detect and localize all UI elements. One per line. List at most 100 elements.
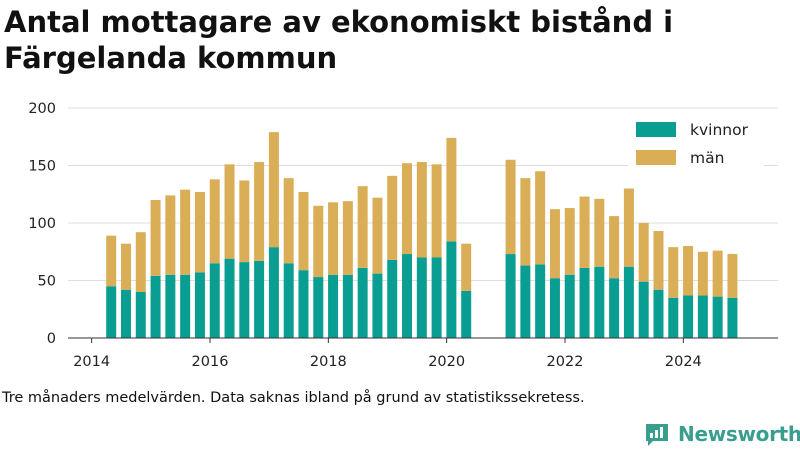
bar-man: [402, 163, 413, 255]
chat-bars-icon: [646, 424, 668, 446]
bar-man: [712, 250, 723, 297]
bar-man: [683, 246, 694, 296]
bar-kvinnor: [135, 292, 146, 338]
bar-man: [387, 175, 398, 260]
bar-kvinnor: [209, 263, 220, 338]
bar-kvinnor: [653, 289, 664, 338]
bar-kvinnor: [224, 258, 235, 338]
bar-man: [609, 216, 620, 279]
bar-kvinnor: [372, 273, 383, 338]
bar-kvinnor: [313, 277, 324, 338]
bar-man: [239, 180, 250, 263]
bar-kvinnor: [342, 274, 353, 338]
bar-man: [564, 208, 575, 275]
bar-kvinnor: [165, 274, 176, 338]
bar-man: [623, 188, 634, 267]
legend-swatch: [636, 122, 676, 137]
bar-kvinnor: [402, 254, 413, 338]
bar-kvinnor: [180, 274, 191, 338]
bar-kvinnor: [594, 266, 605, 338]
bar-man: [668, 247, 679, 298]
bar-man: [416, 162, 427, 258]
bar-kvinnor: [239, 262, 250, 338]
bar-kvinnor: [668, 297, 679, 338]
bar-kvinnor: [638, 281, 649, 338]
bar-man: [372, 197, 383, 274]
bar-kvinnor: [431, 257, 442, 338]
y-tick-label: 50: [38, 274, 56, 290]
bar-man: [579, 196, 590, 268]
bar-kvinnor: [268, 247, 279, 338]
bar-man: [342, 201, 353, 275]
title-line-1: Antal mottagare av ekonomiskt bistånd i: [4, 5, 674, 39]
bar-kvinnor: [683, 295, 694, 338]
bar-man: [446, 137, 457, 242]
bar-man: [194, 191, 205, 273]
bar-man: [106, 235, 117, 287]
bar-kvinnor: [623, 266, 634, 338]
bar-kvinnor: [549, 278, 560, 338]
bar-man: [135, 232, 146, 292]
legend-label: män: [690, 149, 724, 167]
legend-label: kvinnor: [690, 121, 749, 139]
bar-kvinnor: [579, 267, 590, 338]
x-tick-label: 2014: [73, 354, 110, 370]
bar-kvinnor: [194, 272, 205, 338]
bar-kvinnor: [505, 254, 516, 338]
bar-kvinnor: [106, 286, 117, 338]
bar-man: [254, 162, 265, 261]
bar-man: [431, 164, 442, 258]
brand-logo[interactable]: Newsworthy: [644, 419, 800, 449]
bar-man: [328, 202, 339, 275]
brand-name: Newsworthy: [678, 422, 800, 446]
bar-kvinnor: [609, 278, 620, 338]
y-tick-label: 0: [47, 331, 56, 347]
bar-man: [594, 198, 605, 267]
bar-man: [313, 205, 324, 278]
bar-kvinnor: [357, 267, 368, 338]
bar-man: [638, 223, 649, 282]
bar-man: [520, 178, 531, 266]
bar-kvinnor: [120, 289, 131, 338]
bar-kvinnor: [150, 275, 161, 338]
bar-man: [180, 189, 191, 275]
bar-man: [150, 200, 161, 276]
bar-man: [209, 179, 220, 264]
bar-kvinnor: [446, 241, 457, 338]
bar-kvinnor: [328, 274, 339, 338]
y-tick-label: 150: [28, 159, 56, 175]
bar-man: [165, 195, 176, 275]
bar-kvinnor: [461, 290, 472, 338]
y-tick-label: 100: [28, 216, 56, 232]
bar-man: [727, 254, 738, 298]
chart-title: Antal mottagare av ekonomiskt bistånd i …: [4, 4, 704, 76]
chart-caption: Tre månaders medelvärden. Data saknas ib…: [2, 390, 585, 406]
bar-man: [505, 159, 516, 255]
bar-man: [224, 164, 235, 259]
bar-kvinnor: [298, 270, 309, 338]
bar-man: [535, 171, 546, 265]
y-tick-label: 200: [28, 101, 56, 117]
x-tick-label: 2024: [665, 354, 702, 370]
bar-kvinnor: [387, 259, 398, 338]
bar-man: [357, 186, 368, 268]
bar-man: [461, 243, 472, 291]
title-line-2: Färgelanda kommun: [4, 41, 338, 75]
bar-man: [653, 231, 664, 290]
bar-kvinnor: [416, 257, 427, 338]
x-tick-label: 2018: [310, 354, 347, 370]
x-tick-label: 2022: [547, 354, 584, 370]
bar-kvinnor: [712, 296, 723, 338]
bar-man: [549, 209, 560, 279]
bar-kvinnor: [697, 295, 708, 338]
bar-kvinnor: [283, 263, 294, 338]
bar-kvinnor: [727, 297, 738, 338]
bar-kvinnor: [254, 260, 265, 338]
bar-man: [298, 191, 309, 271]
x-tick-label: 2016: [192, 354, 229, 370]
bar-kvinnor: [520, 265, 531, 338]
bar-man: [697, 251, 708, 296]
x-tick-label: 2020: [428, 354, 465, 370]
bar-man: [283, 178, 294, 264]
